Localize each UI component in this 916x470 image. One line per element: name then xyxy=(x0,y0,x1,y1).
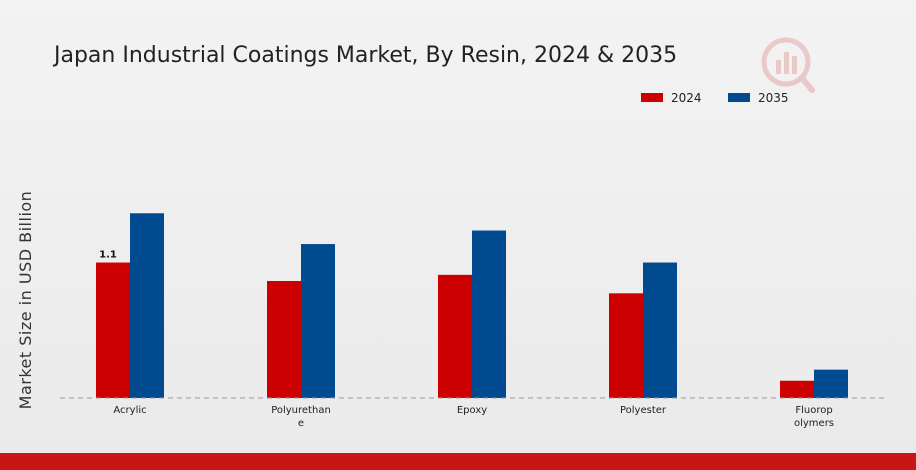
bar-2024-epoxy xyxy=(438,274,472,398)
watermark-logo-icon xyxy=(761,37,815,93)
data-label: 1.1 xyxy=(99,250,117,261)
bars-group xyxy=(96,213,848,398)
legend-label-2024: 2024 xyxy=(671,91,702,105)
x-tick-label: Polyurethan e xyxy=(271,405,331,429)
legend: 2024 2035 xyxy=(641,91,789,105)
bar-2024-polyurethane xyxy=(267,281,301,398)
legend-swatch-2024 xyxy=(641,93,663,102)
y-axis-label: Market Size in USD Billion xyxy=(16,191,35,410)
bar-2035-polyester xyxy=(643,262,677,398)
bar-2035-polyurethane xyxy=(301,244,335,398)
x-tick-label: Acrylic xyxy=(113,405,146,416)
bar-2035-acrylic xyxy=(130,213,164,398)
bar-2024-fluoropolymers xyxy=(780,380,814,398)
bar-2035-fluoropolymers xyxy=(814,369,848,398)
legend-label-2035: 2035 xyxy=(758,91,789,105)
legend-swatch-2035 xyxy=(728,93,750,102)
x-tick-labels: Acrylic Polyurethan e Epoxy Polyester Fluorop… xyxy=(113,405,834,429)
chart-title: Japan Industrial Coatings Market, By Res… xyxy=(52,43,677,68)
bar-2024-polyester xyxy=(609,293,643,398)
bar-2024-acrylic xyxy=(96,262,130,398)
x-tick-label: Fluorop olymers xyxy=(794,405,834,429)
bar-2035-epoxy xyxy=(472,230,506,398)
x-tick-label: Polyester xyxy=(620,405,667,416)
x-tick-label: Epoxy xyxy=(457,405,487,416)
data-labels: 1.1 xyxy=(99,250,117,261)
footer-accent-bar xyxy=(0,453,916,470)
